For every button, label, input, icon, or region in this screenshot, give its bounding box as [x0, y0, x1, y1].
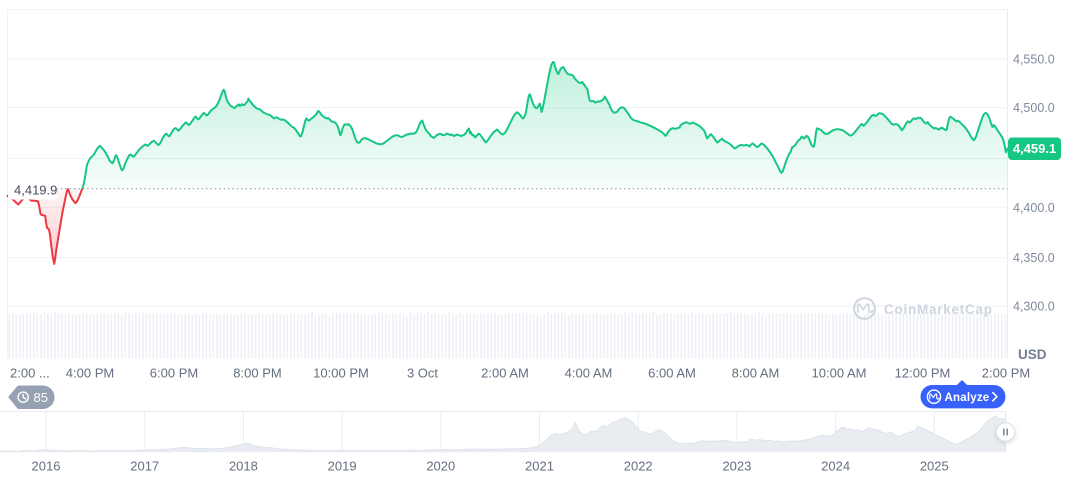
svg-text:2024: 2024 [821, 459, 850, 474]
svg-text:85: 85 [34, 390, 48, 405]
svg-text:12:00 PM: 12:00 PM [895, 366, 951, 381]
svg-text:10:00 AM: 10:00 AM [812, 366, 867, 381]
svg-text:2016: 2016 [32, 459, 61, 474]
svg-text:4,400.0: 4,400.0 [1013, 201, 1055, 215]
svg-text:2:00 AM: 2:00 AM [481, 366, 529, 381]
svg-text:6:00 PM: 6:00 PM [150, 366, 198, 381]
svg-text:2:00 PM: 2:00 PM [982, 366, 1030, 381]
svg-text:2017: 2017 [130, 459, 159, 474]
svg-text:8:00 AM: 8:00 AM [732, 366, 780, 381]
svg-text:4,550.0: 4,550.0 [1013, 53, 1055, 67]
svg-text:6:00 AM: 6:00 AM [648, 366, 696, 381]
svg-text:4,459.1: 4,459.1 [1013, 141, 1056, 156]
svg-text:4:00 AM: 4:00 AM [565, 366, 613, 381]
svg-text:4,300.0: 4,300.0 [1013, 299, 1055, 313]
svg-text:4,350.0: 4,350.0 [1013, 251, 1055, 265]
svg-text:USD: USD [1018, 347, 1047, 362]
svg-text:2018: 2018 [229, 459, 258, 474]
svg-text:CoinMarketCap: CoinMarketCap [884, 302, 993, 317]
svg-text:2022: 2022 [624, 459, 653, 474]
svg-text:Analyze: Analyze [945, 392, 990, 404]
svg-text:2023: 2023 [722, 459, 751, 474]
svg-text:10:00 PM: 10:00 PM [313, 366, 369, 381]
svg-text:4,419.9: 4,419.9 [14, 183, 57, 198]
svg-text:2:00 ...: 2:00 ... [10, 366, 50, 381]
svg-text:2021: 2021 [525, 459, 554, 474]
svg-text:3 Oct: 3 Oct [407, 366, 438, 381]
svg-text:2019: 2019 [328, 459, 357, 474]
svg-text:4,500.0: 4,500.0 [1013, 101, 1055, 115]
svg-text:8:00 PM: 8:00 PM [233, 366, 281, 381]
svg-text:4:00 PM: 4:00 PM [66, 366, 114, 381]
svg-text:2025: 2025 [920, 459, 949, 474]
svg-text:2020: 2020 [426, 459, 455, 474]
